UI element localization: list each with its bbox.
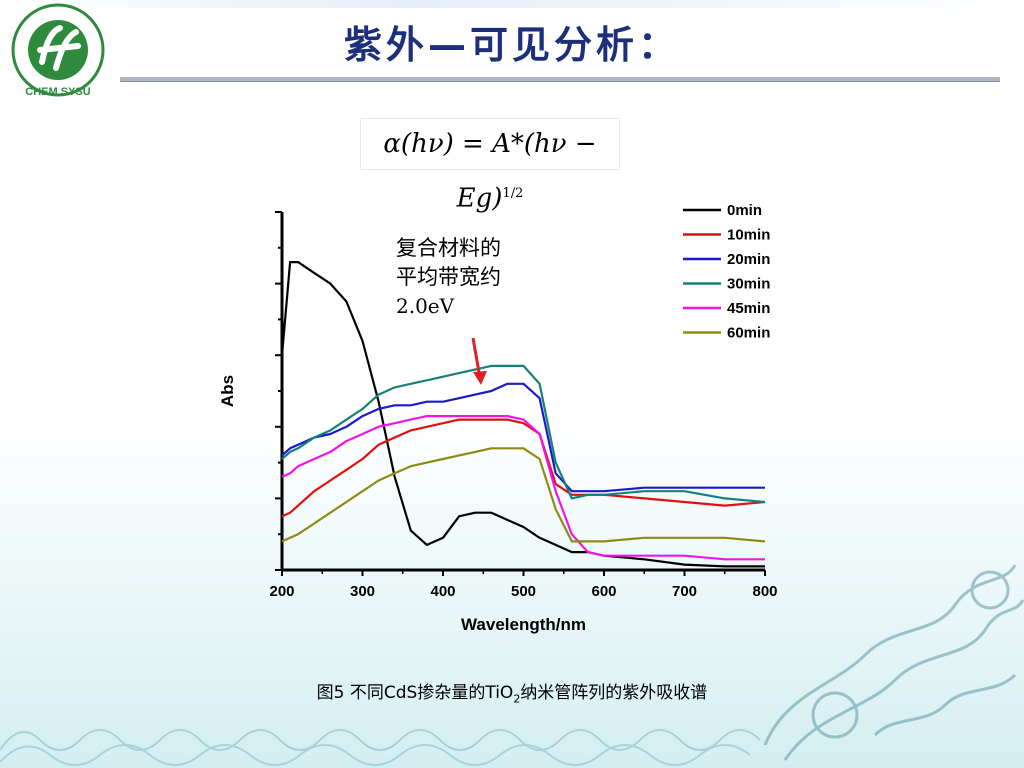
dragon-decoration-icon bbox=[763, 564, 1024, 761]
x-axis-title: Wavelength/nm bbox=[461, 615, 586, 634]
bandgap-annotation: 复合材料的 平均带宽约 2.0eV bbox=[396, 234, 501, 321]
formula-text: α(hν) = A*(hν − Eg) bbox=[383, 129, 597, 214]
x-tick-label: 700 bbox=[672, 583, 697, 600]
legend-label-60min: 60min bbox=[727, 325, 770, 342]
chart-axes: 200 300 400 500 600 700 800 Wavelength/nm Abs bbox=[218, 211, 778, 634]
slide-title: 紫外—可见分析： bbox=[343, 23, 680, 67]
chart-legend: 0min 10min 20min 30min 45min 60min bbox=[683, 202, 770, 342]
x-tick-label: 500 bbox=[511, 583, 536, 600]
legend-label-10min: 10min bbox=[727, 227, 770, 244]
series-line-60min bbox=[281, 447, 766, 543]
x-tick-label: 400 bbox=[430, 583, 455, 600]
caption-part-2: 纳米管阵列的紫外吸收谱 bbox=[520, 683, 708, 703]
legend-label-20min: 20min bbox=[727, 251, 770, 268]
series-line-45min bbox=[281, 415, 765, 561]
series-line-10min bbox=[281, 418, 766, 518]
chart-series-group bbox=[280, 261, 766, 568]
legend-label-45min: 45min bbox=[727, 300, 770, 317]
figure-caption: 图5 不同CdS掺杂量的TiO2纳米管阵列的紫外吸收谱 bbox=[0, 678, 1024, 705]
series-line-30min bbox=[281, 364, 766, 504]
x-tick-label: 200 bbox=[269, 583, 294, 600]
wave-decoration-icon bbox=[0, 729, 761, 766]
annotation-line-2: 平均带宽约 bbox=[396, 265, 501, 289]
formula-exponent: 1/2 bbox=[502, 186, 524, 201]
annotation-arrow-icon bbox=[471, 337, 487, 385]
caption-subscript: 2 bbox=[513, 692, 521, 706]
caption-part-1: 图5 不同CdS掺杂量的TiO bbox=[316, 683, 514, 703]
x-tick-label: 300 bbox=[350, 583, 375, 600]
title-divider bbox=[120, 77, 1000, 82]
x-tick-label: 600 bbox=[591, 583, 616, 600]
logo-text: CHEM SYSU bbox=[25, 86, 90, 98]
university-logo-icon: CHEM SYSU bbox=[11, 3, 105, 98]
series-line-20min bbox=[281, 382, 765, 493]
annotation-line-1: 复合材料的 bbox=[396, 236, 501, 260]
y-axis-title: Abs bbox=[218, 375, 237, 407]
x-tick-label: 800 bbox=[752, 583, 777, 600]
legend-label-0min: 0min bbox=[727, 202, 762, 219]
legend-label-30min: 30min bbox=[727, 276, 770, 293]
annotation-line-3: 2.0eV bbox=[396, 294, 455, 318]
header-band bbox=[0, 0, 1024, 8]
formula-box: α(hν) = A*(hν − Eg)1/2 bbox=[360, 118, 620, 214]
